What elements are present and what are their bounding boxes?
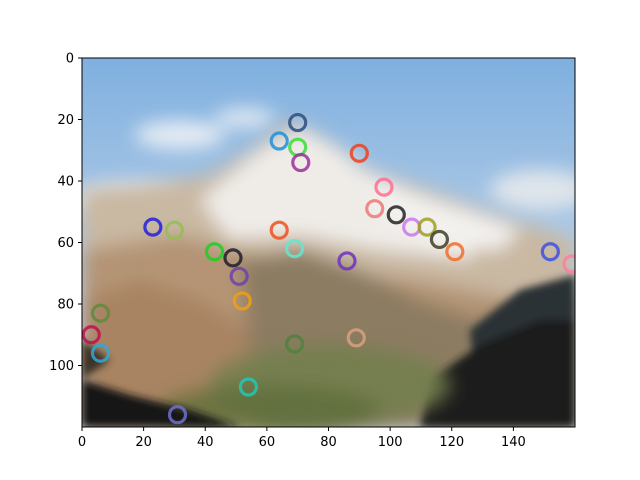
y-tick-label: 0	[66, 52, 74, 67]
circle-marker	[429, 229, 450, 250]
y-tick-label: 80	[57, 298, 74, 313]
circle-marker	[232, 291, 252, 311]
circle-marker	[90, 343, 111, 363]
y-tick-label: 40	[57, 175, 74, 190]
circle-marker	[349, 143, 369, 163]
circle-marker	[143, 217, 163, 237]
circle-marker	[386, 205, 406, 225]
circle-marker	[269, 220, 289, 240]
circle-marker	[164, 220, 185, 240]
circle-marker	[285, 239, 305, 259]
y-tick-label: 100	[49, 359, 74, 374]
circle-marker	[285, 334, 305, 354]
circle-marker	[269, 131, 289, 151]
circle-marker	[167, 405, 188, 425]
circle-marker	[365, 199, 385, 219]
x-tick-label: 40	[197, 435, 214, 450]
circle-marker	[445, 242, 465, 262]
circle-marker	[90, 303, 111, 323]
circle-marker	[288, 112, 308, 133]
mountain-photo	[82, 58, 575, 427]
x-tick-label: 120	[439, 435, 464, 450]
circle-marker	[204, 242, 225, 262]
circle-marker	[291, 152, 311, 173]
circle-marker	[417, 217, 437, 237]
x-tick-label: 60	[259, 435, 276, 450]
circle-marker	[562, 254, 575, 274]
x-tick-label: 0	[78, 435, 86, 450]
circle-marker	[540, 242, 560, 262]
circle-marker	[223, 248, 243, 268]
x-tick-label: 100	[378, 435, 403, 450]
x-axis: 0 20 40 60 80 100 120 140	[78, 427, 526, 450]
marker-layer	[82, 112, 575, 425]
x-tick-label: 80	[320, 435, 337, 450]
circle-marker	[238, 377, 258, 397]
circle-marker	[346, 328, 366, 348]
circle-marker	[374, 177, 394, 197]
x-tick-label: 140	[501, 435, 526, 450]
y-tick-label: 60	[57, 236, 74, 251]
circle-marker	[337, 251, 357, 271]
circle-marker	[82, 325, 101, 345]
circle-marker	[229, 266, 249, 286]
y-tick-label: 20	[57, 113, 74, 128]
x-tick-label: 20	[135, 435, 152, 450]
y-axis: 0 20 40 60 80 100	[49, 52, 82, 374]
